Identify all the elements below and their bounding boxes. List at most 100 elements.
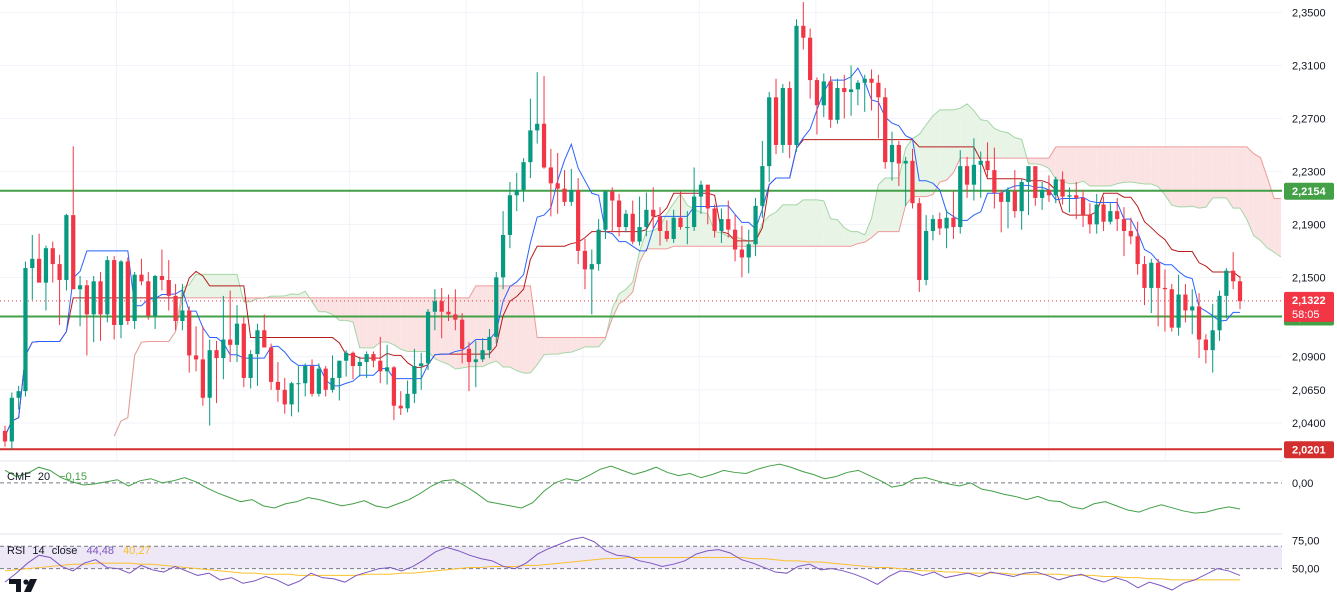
candle[interactable] [726,200,731,238]
candle[interactable] [855,80,861,106]
candlesticks[interactable] [2,1,1243,450]
candle[interactable] [1060,171,1065,205]
candle[interactable] [309,359,315,397]
candle[interactable] [657,207,663,246]
candle[interactable] [500,211,506,290]
candle[interactable] [173,283,178,331]
candle[interactable] [50,241,55,283]
candle[interactable] [398,391,403,415]
candle[interactable] [958,150,963,234]
candle[interactable] [992,147,997,209]
candle[interactable] [105,256,110,323]
candle[interactable] [432,289,437,331]
candle[interactable] [337,360,342,401]
candle[interactable] [1128,217,1133,245]
candle[interactable] [535,72,540,144]
resistance-level-badge[interactable] [1284,441,1334,459]
candle[interactable] [125,257,130,325]
candle[interactable] [862,74,867,112]
candle[interactable] [930,215,936,241]
price-axis[interactable]: 2,3500 2,3100 2,2700 2,2300 2,1900 2,1500 2,09… [1284,8,1334,459]
candle[interactable] [507,182,513,249]
candle[interactable] [562,170,567,206]
candle[interactable] [910,148,915,209]
candle[interactable] [1046,175,1052,202]
candle[interactable] [889,131,895,181]
candle[interactable] [1121,207,1127,257]
candle[interactable] [255,323,260,386]
candle[interactable] [637,196,642,246]
candle[interactable] [1231,252,1236,290]
candle[interactable] [848,65,854,116]
candle[interactable] [685,211,690,245]
candle[interactable] [221,295,226,380]
candle[interactable] [705,184,710,225]
candle[interactable] [1115,197,1120,231]
candle[interactable] [187,306,192,373]
candle[interactable] [869,69,874,111]
candle[interactable] [166,260,171,311]
candle[interactable] [391,366,397,421]
candle[interactable] [466,342,472,392]
candle[interactable] [582,238,588,290]
candle[interactable] [1005,187,1011,229]
candle[interactable] [487,328,492,359]
candle[interactable] [439,287,444,339]
candle[interactable] [71,146,76,290]
candle[interactable] [944,209,949,249]
candle[interactable] [384,344,390,385]
candle[interactable] [23,261,28,397]
candle[interactable] [1169,283,1174,332]
candle[interactable] [323,366,328,397]
candle[interactable] [978,151,983,198]
candle[interactable] [248,350,253,389]
candle[interactable] [521,158,526,202]
candle[interactable] [548,148,553,217]
candle[interactable] [57,254,62,325]
candle[interactable] [1087,203,1093,234]
candle[interactable] [828,76,833,128]
candle[interactable] [234,305,240,363]
candle[interactable] [460,313,465,364]
candle[interactable] [446,294,451,322]
candle[interactable] [112,256,117,340]
candle[interactable] [1183,283,1188,323]
candle[interactable] [1135,221,1140,275]
candle[interactable] [480,338,485,363]
candle[interactable] [64,213,69,291]
candle[interactable] [678,191,683,230]
candle[interactable] [739,225,745,278]
candle[interactable] [964,156,970,198]
candle[interactable] [37,233,42,283]
candle[interactable] [671,209,676,243]
candle[interactable] [241,317,246,388]
candle[interactable] [610,187,615,233]
candle[interactable] [180,283,185,331]
candle[interactable] [924,215,929,286]
candle[interactable] [746,229,751,274]
candle[interactable] [1210,303,1215,373]
candle[interactable] [262,314,267,348]
candle[interactable] [200,326,205,406]
candle[interactable] [344,350,349,377]
candle[interactable] [664,220,669,242]
last-price-badge[interactable] [1284,291,1334,322]
candle[interactable] [1012,170,1017,218]
candle[interactable] [951,191,956,239]
candle[interactable] [350,351,356,380]
candle[interactable] [405,380,410,413]
candle[interactable] [1190,289,1195,335]
candle[interactable] [371,351,376,368]
candle[interactable] [514,172,519,212]
candle[interactable] [937,212,942,235]
candle[interactable] [132,272,137,329]
candle[interactable] [767,92,772,183]
candle[interactable] [303,363,308,397]
candle[interactable] [30,234,35,300]
candle[interactable] [1026,166,1031,216]
candle[interactable] [207,339,212,426]
candle[interactable] [378,336,383,384]
candle[interactable] [541,76,547,169]
candle[interactable] [596,219,601,271]
